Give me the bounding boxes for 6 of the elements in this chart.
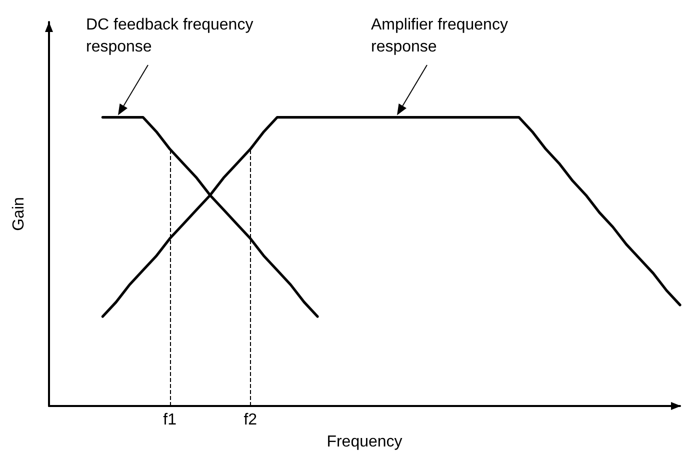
- x-tick-label: f2: [244, 412, 258, 428]
- text: DC feedback frequency response: [86, 16, 258, 56]
- x-tick-label: f1: [163, 412, 177, 428]
- x-axis-title: Frequency: [326, 434, 402, 450]
- text: Amplifier frequency response: [371, 16, 512, 56]
- y-axis-title: Gain: [10, 197, 28, 231]
